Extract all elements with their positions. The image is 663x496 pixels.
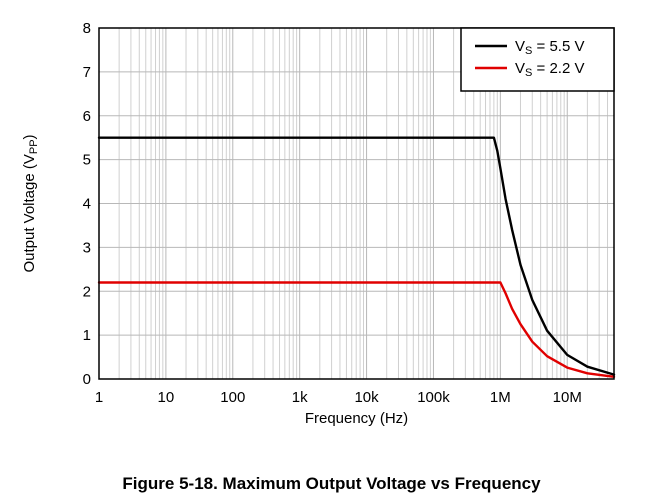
y-tick-label: 6: [83, 108, 91, 125]
x-tick-label: 10: [158, 389, 175, 406]
y-tick-label: 7: [83, 64, 91, 81]
x-tick-label: 1k: [292, 389, 308, 406]
legend-entry: VS = 5.5 V: [515, 38, 584, 57]
series-line-1: [97, 136, 616, 376]
y-tick-label: 0: [83, 371, 91, 388]
y-axis-label-main: Output Voltage (V: [21, 154, 38, 272]
x-tick-label: 1: [95, 389, 103, 406]
x-tick-label: 10M: [553, 389, 582, 406]
x-tick-labels: 1 10 100 1k 10k 100k 1M 10M: [95, 389, 582, 406]
y-axis-label-sub: PP: [28, 139, 40, 154]
x-tick-label: 1M: [490, 389, 511, 406]
series-layer: [97, 136, 616, 378]
y-axis-label-end: ): [21, 134, 38, 139]
y-tick-label: 8: [83, 20, 91, 37]
y-tick-label: 2: [83, 283, 91, 300]
plot-area-border: [98, 27, 615, 380]
x-tick-label: 100: [220, 389, 245, 406]
y-tick-label: 1: [83, 327, 91, 344]
x-axis-label: Frequency (Hz): [305, 410, 408, 427]
legend: VS = 5.5 V VS = 2.2 V: [460, 27, 615, 92]
series-line-2: [97, 281, 616, 378]
legend-box: [460, 27, 615, 92]
y-tick-label: 4: [83, 196, 91, 213]
x-tick-label: 10k: [354, 389, 379, 406]
y-tick-label: 5: [83, 152, 91, 169]
x-tick-label: 100k: [417, 389, 450, 406]
y-axis-label: Output Voltage (VPP): [21, 134, 40, 272]
y-tick-labels: 0 1 2 3 4 5 6 7 8: [83, 20, 91, 388]
legend-entry: VS = 2.2 V: [515, 60, 584, 79]
y-tick-label: 3: [83, 239, 91, 256]
figure-caption: Figure 5-18. Maximum Output Voltage vs F…: [122, 474, 541, 493]
